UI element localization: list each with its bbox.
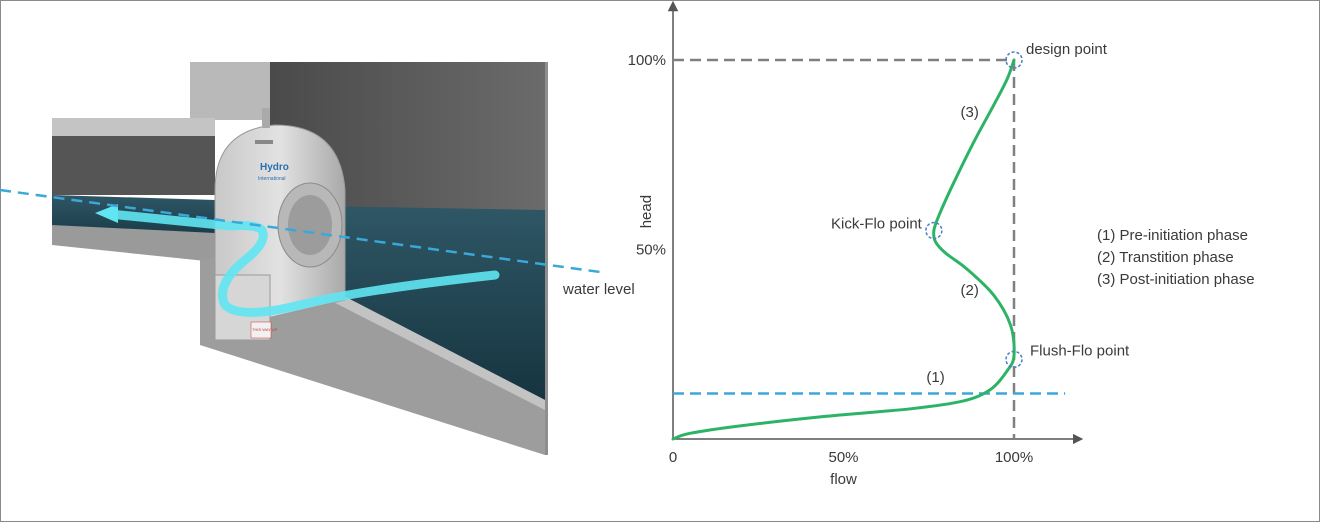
water-level-label: water level [562, 281, 635, 298]
head-flow-curve [671, 58, 1016, 441]
device-brand-text: Hydro [260, 162, 289, 173]
x-axis-title: flow [830, 471, 857, 488]
x-tick-label: 100% [995, 449, 1033, 466]
key-point-label: design point [1026, 41, 1108, 58]
water-level-line [0, 188, 601, 274]
chart-axes: 0 50% 100% 50% 100% flow head [628, 0, 1084, 488]
phase-marker-label: (2) [960, 282, 978, 299]
key-point-label: Flush-Flo point [1030, 342, 1130, 359]
legend-entry: (3) Post-initiation phase [1097, 271, 1255, 288]
x-tick-label: 0 [669, 449, 677, 466]
chamber-right-wall [545, 62, 548, 455]
phase-marker-label: (1) [926, 369, 944, 386]
curve-series [671, 58, 1016, 441]
vortex-device: Hydro International THIS WAY UP [214, 108, 346, 341]
y-tick-label: 100% [628, 52, 666, 69]
legend-entry: (2) Transtition phase [1097, 249, 1234, 266]
key-point-label: Kick-Flo point [831, 216, 923, 233]
chart-labels: (1) (2) (3) [926, 104, 978, 386]
y-axis-title: head [638, 195, 655, 228]
key-point-marker [925, 221, 943, 240]
flow-control-illustration: Hydro International THIS WAY UP water le… [0, 62, 635, 455]
key-point-marker [1005, 51, 1023, 69]
y-tick-label: 50% [636, 242, 666, 259]
warning-label-text: THIS WAY UP [252, 327, 278, 332]
device-brand-sub-text: International [258, 176, 286, 182]
x-tick-label: 50% [828, 449, 858, 466]
flow-path [95, 204, 500, 317]
phase-marker-label: (3) [960, 104, 978, 121]
key-point-marker [1005, 350, 1023, 369]
chart-legend: (1) Pre-initiation phase (2) Transtition … [1097, 227, 1255, 288]
reference-lines [673, 58, 1066, 439]
legend-entry: (1) Pre-initiation phase [1097, 227, 1248, 244]
key-points: design point Kick-Flo point Flush-Flo poin… [831, 41, 1130, 369]
